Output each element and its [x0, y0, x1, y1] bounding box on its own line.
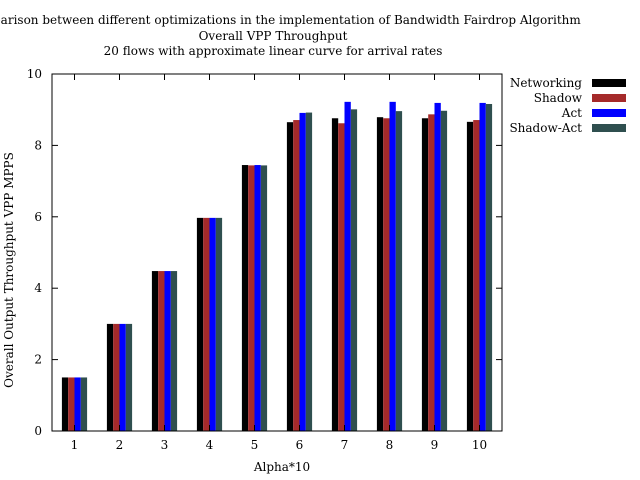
chart-title-line-3: 20 flows with approximate linear curve f… [104, 44, 443, 58]
bar [383, 118, 390, 432]
bar [376, 117, 384, 431]
bar [299, 112, 306, 431]
series-networking [61, 117, 474, 432]
x-tick-label: 1 [71, 438, 79, 452]
bar [260, 165, 268, 431]
series-shadow [68, 114, 480, 432]
bar [196, 217, 204, 431]
bar [248, 165, 255, 431]
bar [428, 114, 435, 431]
x-tick-label: 8 [386, 438, 394, 452]
x-tick-label: 4 [206, 438, 214, 452]
bar [350, 109, 358, 431]
bar [106, 323, 114, 431]
series-shadow-act [80, 103, 493, 432]
bar [473, 120, 480, 432]
legend-label: Shadow [534, 91, 583, 105]
bar [421, 118, 429, 432]
legend-swatch [592, 94, 626, 102]
bar [80, 377, 88, 431]
x-tick-label: 3 [161, 438, 169, 452]
bar [215, 217, 223, 431]
bar [151, 271, 159, 431]
bar [395, 111, 403, 431]
y-tick-label: 0 [34, 424, 42, 438]
y-tick-label: 4 [34, 281, 42, 295]
chart-title: Comparison between different optimizatio… [0, 13, 581, 58]
y-axis-label: Overall Output Throughput VPP MPPS [2, 152, 16, 388]
y-tick-label: 2 [34, 353, 42, 367]
legend-item: Shadow [534, 91, 626, 105]
legend-label: Shadow-Act [509, 121, 582, 135]
plot-border [51, 73, 503, 432]
bar [466, 121, 474, 431]
x-tick-label: 10 [472, 438, 487, 452]
bar [293, 120, 300, 432]
x-axis-label: Alpha*10 [253, 460, 310, 474]
bar [203, 217, 210, 431]
y-tick-label: 8 [34, 138, 42, 152]
bar [305, 112, 313, 431]
bar [164, 271, 171, 431]
legend-label: Networking [510, 76, 582, 90]
bar [158, 271, 165, 431]
bar [440, 110, 448, 432]
bar [389, 101, 396, 431]
chart-title-line-2: Overall VPP Throughput [199, 29, 348, 43]
legend-swatch [592, 79, 626, 87]
x-tick-label: 9 [431, 438, 439, 452]
bar [434, 102, 441, 432]
x-tick-label: 7 [341, 438, 349, 452]
y-tick-label: 6 [34, 210, 42, 224]
chart-title-line-1: Comparison between different optimizatio… [0, 13, 581, 27]
bar [68, 377, 75, 431]
bar [241, 165, 249, 432]
bar-series-group [61, 101, 493, 432]
x-tick-label: 5 [251, 438, 259, 452]
bar [209, 217, 216, 431]
bar [61, 377, 69, 431]
bar [125, 323, 133, 431]
bar [331, 118, 339, 432]
bar [254, 165, 261, 432]
bar [344, 101, 351, 431]
bar [74, 377, 81, 431]
bar [286, 122, 294, 431]
y-tick-label: 10 [27, 67, 42, 81]
legend-label: Act [561, 106, 582, 120]
legend-item: Act [561, 106, 626, 120]
bar [485, 103, 493, 432]
bar [479, 102, 486, 432]
legend-item: Networking [510, 76, 626, 90]
bar [338, 123, 345, 432]
bar [113, 323, 120, 431]
series-act [74, 101, 486, 432]
legend-swatch [592, 124, 626, 132]
bar [119, 323, 126, 431]
legend-item: Shadow-Act [509, 121, 626, 135]
x-tick-label: 2 [116, 438, 124, 452]
x-tick-label: 6 [296, 438, 304, 452]
legend-swatch [592, 109, 626, 117]
bar [170, 271, 178, 431]
